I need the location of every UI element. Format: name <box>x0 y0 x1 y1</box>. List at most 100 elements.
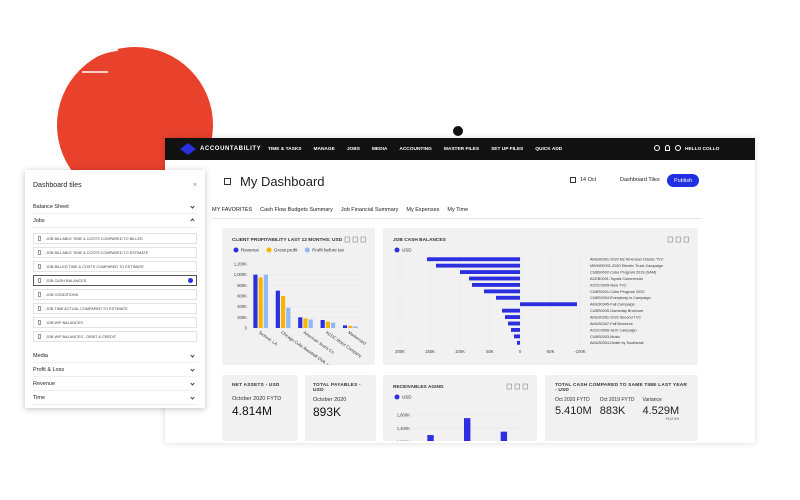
x-tick-label: -50K <box>546 349 555 354</box>
tile-label: JOB BILLED TIME & COSTS COMPARED TO ESTI… <box>46 264 144 269</box>
tab[interactable]: My Expenses <box>406 207 440 213</box>
card-title: TOTAL PAYABLES - USD <box>313 383 361 393</box>
user-name[interactable]: HELLO COLLO <box>685 146 720 152</box>
x-tick-label: Technol. LA <box>258 330 279 347</box>
chevron <box>190 204 195 209</box>
panel-section[interactable]: Time <box>33 391 197 405</box>
y-tick-label: KCDC0005-New TVC <box>590 283 627 287</box>
tile-label: JOB TIME ACTUAL COMPARED TO ESTIMATE <box>46 306 128 311</box>
card: TOTAL PAYABLES - USD October 2020 893K <box>305 375 376 441</box>
tile-item[interactable]: JOB WIP BALANCES - DEBIT & CREDIT <box>33 331 197 342</box>
nav-item[interactable]: JOBS <box>346 146 360 152</box>
card: RECEIVABLES AGINGUSD1,000K1,200K1,400K1,… <box>383 375 537 441</box>
tile-item[interactable]: JOB CASH BALANCES <box>33 275 197 286</box>
y-tick-label: 800K <box>237 283 247 288</box>
bar <box>464 418 471 441</box>
x-tick-label: -100K <box>574 349 585 354</box>
tab[interactable]: My Time <box>447 207 469 213</box>
x-tick-label: 0 <box>519 349 522 354</box>
legend-swatch <box>266 247 272 253</box>
cash-value: 5.410M <box>555 405 592 417</box>
legend-label: Gross profit <box>274 248 298 253</box>
search-icon[interactable] <box>654 145 660 151</box>
y-tick-label: AMU30304-Death by Southeast <box>590 341 645 345</box>
bar <box>303 318 308 328</box>
cash-label: Variance <box>642 397 662 403</box>
tiles-button[interactable]: Dashboard Tiles <box>620 177 660 183</box>
bar <box>469 276 520 281</box>
tile-item[interactable]: JOB CONDITIONS <box>33 289 197 300</box>
nav-item[interactable]: ACCOUNTING <box>399 146 432 152</box>
y-tick-label: 1,200K <box>234 262 247 267</box>
bar <box>308 319 313 328</box>
bar <box>511 328 520 332</box>
panel-section[interactable]: Profit & Loss <box>33 363 197 377</box>
tile-item[interactable]: JOB WIP BALANCES <box>33 317 197 328</box>
user-icon[interactable] <box>675 145 681 151</box>
y-tick-label: 400K <box>237 304 247 309</box>
nav-item[interactable]: SET UP FILES <box>491 146 524 152</box>
close-button[interactable]: × <box>192 181 197 189</box>
tab[interactable]: Job Financial Summary <box>340 207 399 213</box>
nav-item[interactable]: TIME & TASKS <box>268 146 302 152</box>
bell-icon[interactable] <box>665 145 670 151</box>
date-button[interactable]: 14 Oct <box>580 177 597 183</box>
publish-button[interactable]: Publish <box>667 174 699 187</box>
nav-item[interactable]: MANAGE <box>313 146 335 152</box>
tile-item[interactable]: JOB BILLABLE TIME & COSTS COMPARED TO ES… <box>33 247 197 258</box>
section-label: Profit & Loss <box>33 366 65 373</box>
tile-label: JOB CASH BALANCES <box>46 278 87 283</box>
tile-label: JOB CONDITIONS <box>46 292 79 297</box>
logo <box>180 143 196 155</box>
card-title: CLIENT PROFITABILITY LAST 12 MONTHS: USD <box>232 237 343 243</box>
tiles-panel: Dashboard tiles × Balance Sheet Jobs JOB B… <box>25 170 205 408</box>
tab[interactable]: Cash Flow Budgets Summary <box>260 207 333 213</box>
legend-swatch <box>394 247 400 253</box>
legend-label: USD <box>402 248 412 253</box>
tile-icon <box>38 306 41 311</box>
nav-item[interactable]: MASTER FILES <box>443 146 480 152</box>
panel-title: Dashboard tiles <box>33 181 82 189</box>
tabs-rule <box>212 218 702 219</box>
nav-item[interactable]: QUICK ADD <box>535 146 563 152</box>
panel-section[interactable]: Revenue <box>33 377 197 391</box>
bar <box>275 290 280 328</box>
value: 893K <box>313 405 342 419</box>
tile-item[interactable]: JOB BILLED TIME & COSTS COMPARED TO ESTI… <box>33 261 197 272</box>
nav-bar: ACCOUNTABILITY TIME & TASKS MANAGE JOBS MED… <box>165 138 755 160</box>
tab[interactable]: MY FAVORITES <box>212 207 253 213</box>
chevron <box>190 367 195 372</box>
menu: TIME & TASKS MANAGE JOBS MEDIA ACCOUNTING MAS… <box>268 147 562 152</box>
y-tick-label: CUBS0003-Music <box>590 335 620 339</box>
x-tick-label: 200K <box>395 349 405 354</box>
bar <box>460 270 520 274</box>
legend-swatch <box>394 394 400 400</box>
period: October 2020 <box>313 397 347 403</box>
bar <box>320 320 325 328</box>
y-tick-label: CUBS0004-Everybody in Campaign <box>590 296 651 300</box>
legend-swatch <box>304 247 310 253</box>
chart: JOB CASH BALANCES USD 200K 150K 100K 50K 0 -50K… <box>393 236 689 354</box>
tool-icon <box>522 383 528 390</box>
bar <box>348 325 353 328</box>
y-tick-label: 1,200K <box>397 439 410 441</box>
cash-label: Oct 2019 FYTD <box>599 397 635 403</box>
panel-section[interactable]: Media <box>33 349 197 363</box>
tile-label: JOB WIP BALANCES - DEBIT & CREDIT <box>46 334 117 339</box>
legend-label: Profit before tax <box>312 248 345 253</box>
selected-dot <box>188 278 193 283</box>
section-label: Balance Sheet <box>33 203 69 210</box>
bar <box>286 307 291 328</box>
x-tick-label: 100K <box>455 349 465 354</box>
y-tick-label: 1,600K <box>397 412 410 417</box>
y-tick-label: ACDC0006-SUV Campaign <box>590 328 637 332</box>
bar <box>502 308 520 313</box>
y-tick-label: CUBS0001-Cube Program 2020 <box>590 290 644 294</box>
tile-item[interactable]: JOB TIME ACTUAL COMPARED TO ESTIMATE <box>33 303 197 314</box>
bar <box>484 289 520 294</box>
tile-item[interactable]: JOB BILLABLE TIME & COSTS COMPARED TO BI… <box>33 233 197 244</box>
panel-section[interactable]: Balance Sheet <box>33 200 197 214</box>
nav-item[interactable]: MEDIA <box>371 146 388 152</box>
panel-section[interactable]: Jobs <box>33 214 197 228</box>
